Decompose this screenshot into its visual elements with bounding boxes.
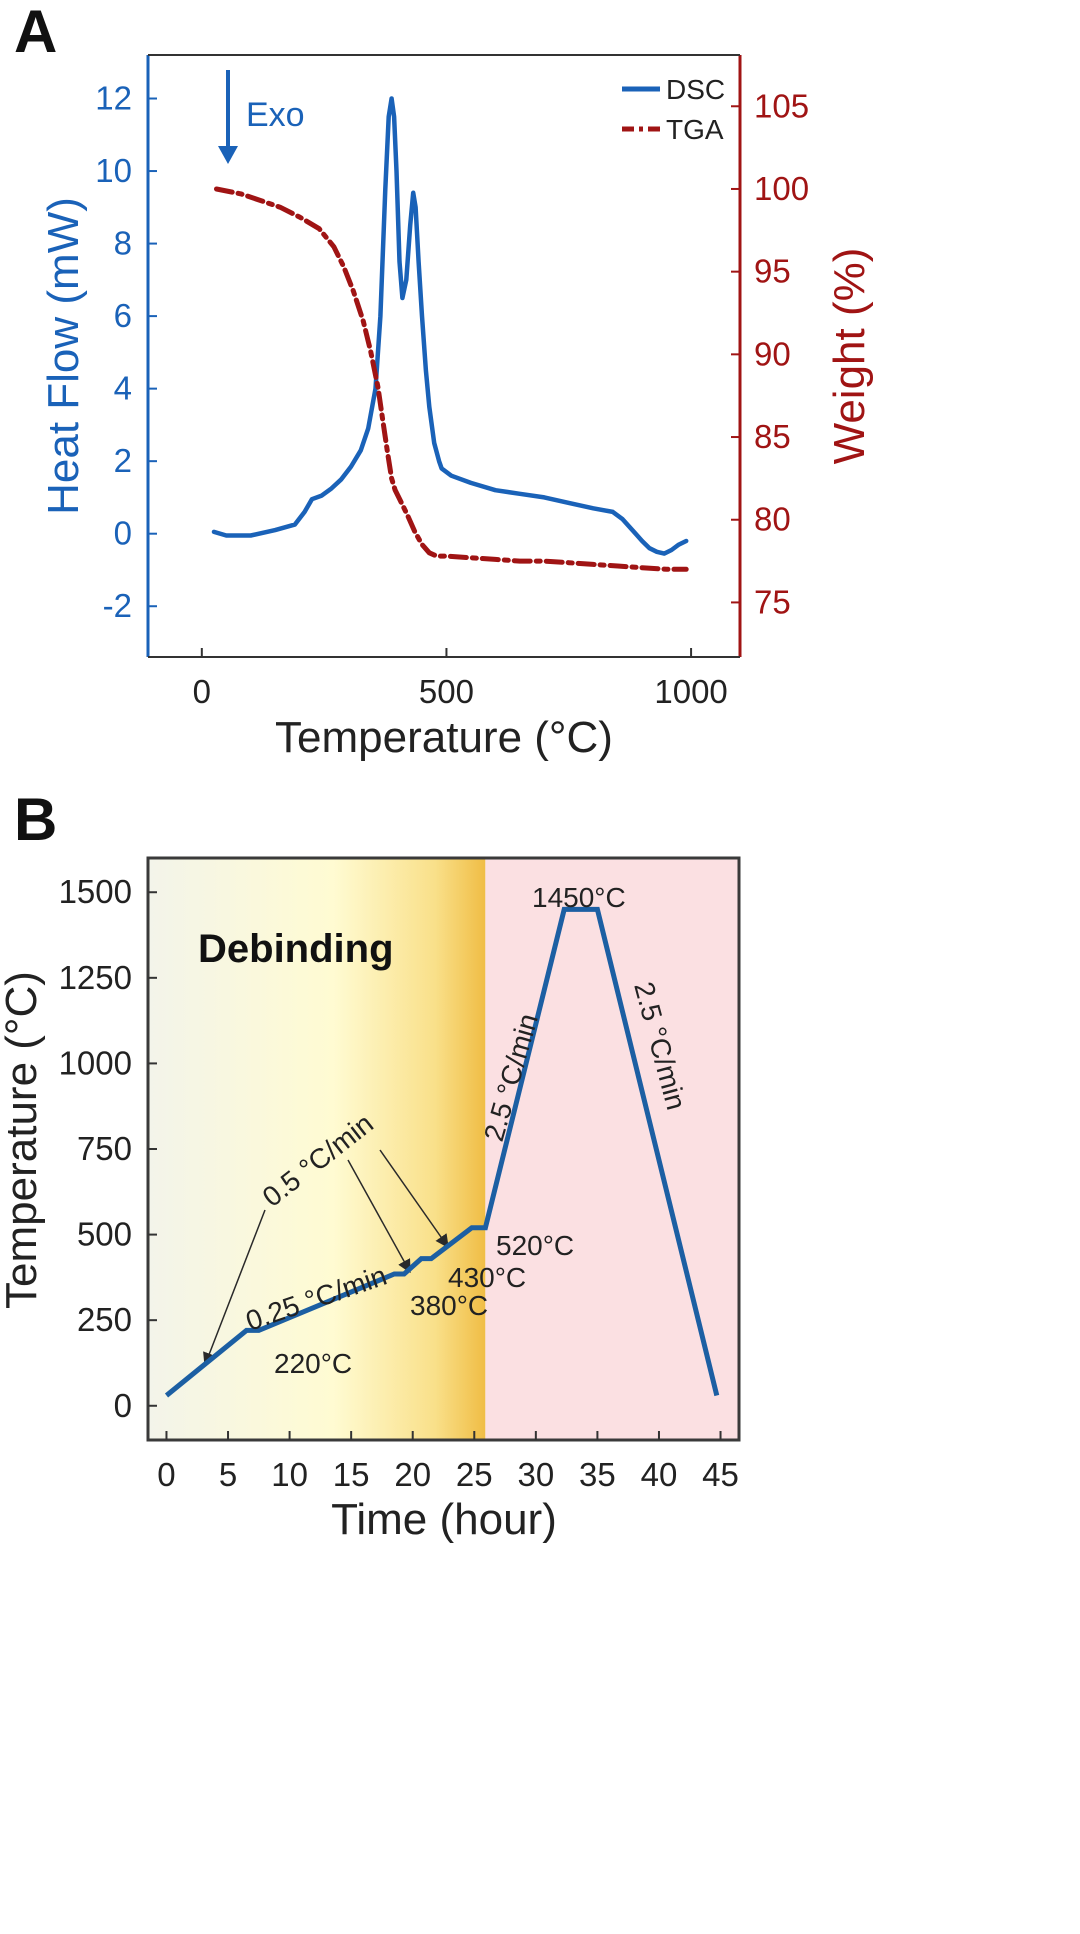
y-tick-label: 750 [77,1130,132,1167]
dsc-series-line [211,96,689,556]
x-tick-label: 5 [219,1456,237,1493]
x-tick-label: 1000 [654,673,727,710]
debinding-stage-label: Debinding [198,927,394,971]
y-tick-label: 500 [77,1216,132,1253]
panel-a-series [211,96,689,572]
x-tick-label: 25 [456,1456,493,1493]
panel-a-left-y-axis-label: Heat Flow (mW) [39,197,88,515]
right-y-tick-label: 100 [754,170,809,207]
left-y-tick-label: 12 [95,80,132,117]
legend-dsc-label: DSC [666,74,725,105]
panel-b-x-axis-label: Time (hour) [331,1495,557,1544]
left-y-tick-label: 0 [114,515,132,552]
annot-hold-520: 520°C [496,1230,574,1261]
panel-a-ticks: 0 500 1000 -2 0 2 4 6 8 10 12 75 80 85 90 95 100 105 [95,80,809,710]
x-tick-label: 40 [641,1456,678,1493]
right-y-tick-label: 90 [754,335,791,372]
pointer-arrow-first-ramp [203,1209,266,1367]
annot-hold-430: 430°C [448,1262,526,1293]
panel-b-y-axis-label: Temperature (°C) [0,971,46,1309]
y-tick-label: 0 [114,1387,132,1424]
left-y-tick-label: 2 [114,442,132,479]
x-tick-label: 30 [517,1456,554,1493]
debinding-region-background [148,858,486,1440]
sintering-region-background [485,858,739,1440]
x-tick-label: 35 [579,1456,616,1493]
x-tick-label: 10 [271,1456,308,1493]
panel-a-letter: A [14,0,57,65]
temperature-profile-line [164,906,720,1398]
left-y-tick-label: -2 [103,587,132,624]
left-y-tick-label: 6 [114,297,132,334]
left-y-tick-label: 4 [114,370,132,407]
left-y-tick-label: 10 [95,152,132,189]
rate-pointer-arrows [203,1149,449,1367]
x-tick-label: 500 [419,673,474,710]
x-tick-label: 0 [193,673,211,710]
left-y-tick-label: 8 [114,225,132,262]
panel-b-background [148,858,739,1440]
right-y-tick-label: 105 [754,87,809,124]
right-y-tick-label: 75 [754,583,791,620]
right-y-tick-label: 85 [754,418,791,455]
y-tick-label: 1500 [59,873,132,910]
exo-arrow-head-icon [218,146,238,164]
panel-a-x-axis-label: Temperature (°C) [275,713,613,762]
annot-hold-380: 380°C [410,1290,488,1321]
x-tick-label: 20 [394,1456,431,1493]
tga-series-line [214,186,689,572]
annot-hold-220: 220°C [274,1348,352,1379]
panel-a-legend: DSC TGA [622,74,725,145]
panel-b-series [164,906,720,1398]
y-tick-label: 1000 [59,1044,132,1081]
pointer-arrow-second-ramp [347,1159,411,1274]
panel-a: A 0 500 1000 -2 0 2 4 6 8 10 12 75 80 85 90 95 100 105 Ex… [14,0,874,762]
pointer-arrow-third-ramp [379,1149,449,1249]
y-tick-label: 1250 [59,959,132,996]
right-y-tick-label: 80 [754,501,791,538]
panel-b: B 0 5 10 15 20 25 30 35 40 45 0 250 500 750 1000 1250 15… [0,786,741,1544]
panel-a-right-y-axis-label: Weight (%) [825,248,874,465]
panel-b-letter: B [14,786,57,853]
legend-tga-label: TGA [666,114,724,145]
exo-label: Exo [246,96,305,134]
panel-b-ticks: 0 5 10 15 20 25 30 35 40 45 0 250 500 750 1000 1250 1500 [59,873,739,1493]
x-tick-label: 0 [157,1456,175,1493]
x-tick-label: 15 [333,1456,370,1493]
y-tick-label: 250 [77,1301,132,1338]
x-tick-label: 45 [702,1456,739,1493]
annot-hold-1450: 1450°C [532,882,626,913]
right-y-tick-label: 95 [754,253,791,290]
